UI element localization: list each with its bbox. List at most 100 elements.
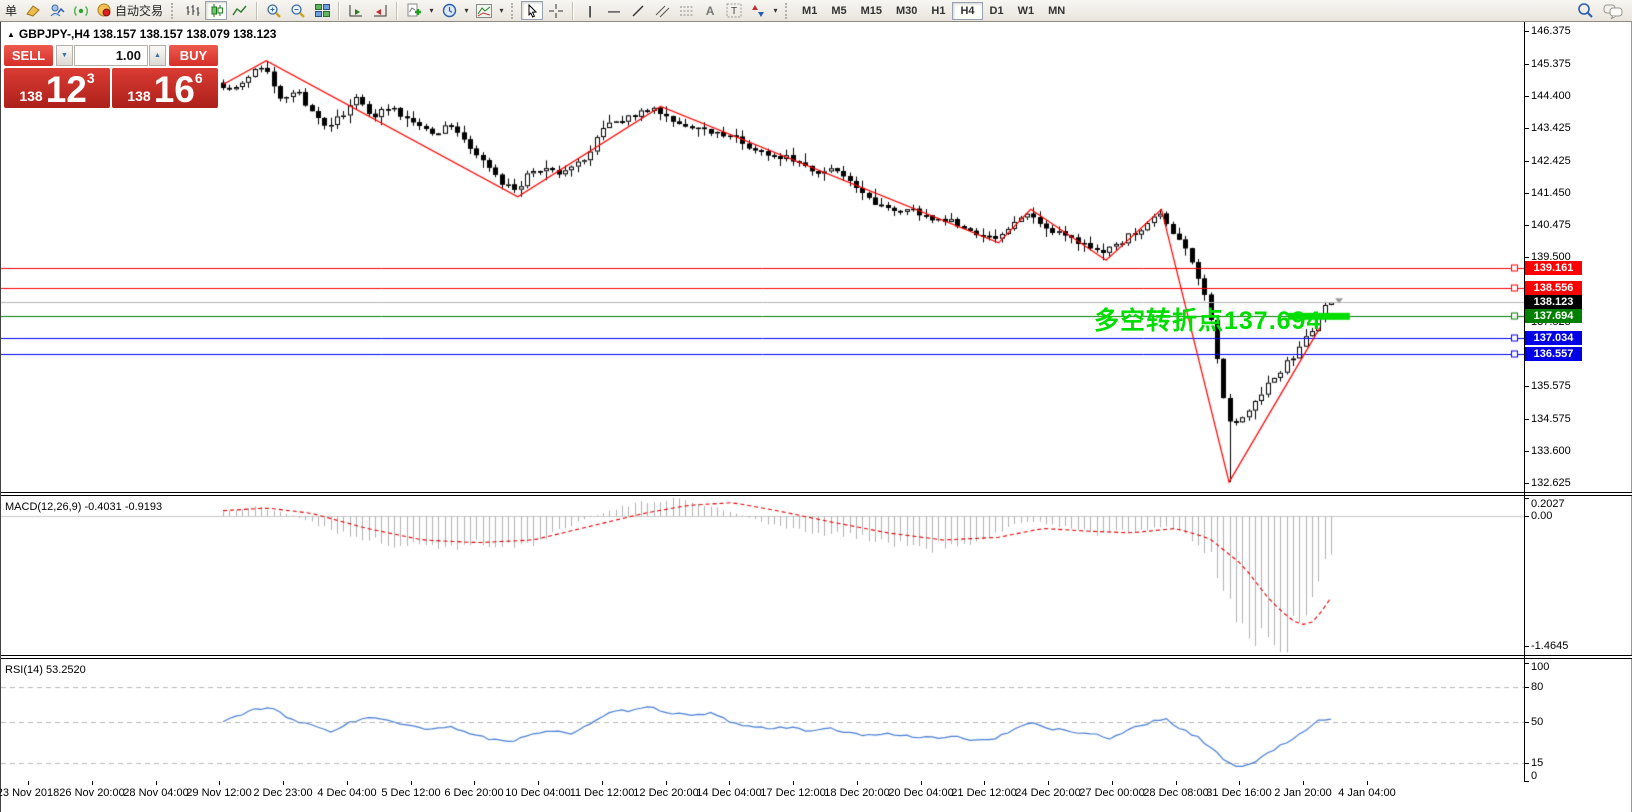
new-order-button[interactable]: 单 — [2, 1, 20, 20]
search-icon[interactable] — [1574, 1, 1596, 20]
timeframe-m15[interactable]: M15 — [860, 4, 882, 17]
toolbar-separator — [572, 1, 575, 20]
periods-dropdown-icon[interactable]: ▾ — [464, 6, 469, 15]
time-axis-label: 23 Nov 2018 — [0, 787, 60, 799]
sell-price-sup: 3 — [86, 70, 95, 86]
equidistant-channel-tool-icon[interactable] — [651, 1, 673, 20]
sell-price-display[interactable]: 138 12 3 — [4, 68, 110, 108]
time-tick — [347, 781, 348, 785]
timeframe-w1[interactable]: W1 — [1017, 4, 1035, 17]
timeframe-d1[interactable]: D1 — [989, 4, 1004, 17]
buy-price-sup: 6 — [194, 70, 203, 86]
time-tick — [921, 781, 922, 785]
time-axis-label: 11 Dec 12:00 — [569, 787, 635, 799]
turning-point-annotation[interactable]: 多空转折点137.694 — [1094, 307, 1322, 336]
bar-chart-icon[interactable] — [181, 1, 203, 20]
collapse-icon[interactable]: ▲ — [7, 29, 15, 39]
text-label-tool-icon[interactable]: T — [723, 1, 745, 20]
chart-shift-icon[interactable] — [369, 1, 391, 20]
arrows-tool-icon[interactable] — [747, 1, 769, 20]
trade-history-icon[interactable] — [46, 1, 68, 20]
spinner-up-icon: ▲ — [154, 52, 161, 59]
price-tick-label: 139.500 — [1531, 251, 1571, 263]
templates-icon[interactable] — [473, 1, 495, 20]
price-tick — [1524, 64, 1529, 65]
trendline-tool-icon[interactable] — [627, 1, 649, 20]
indicators-icon[interactable] — [403, 1, 425, 20]
candlestick-chart-icon[interactable] — [205, 1, 228, 20]
rsi-tick — [1524, 722, 1529, 723]
time-tick — [729, 781, 730, 785]
periods-clock-icon[interactable] — [438, 1, 460, 20]
autotrading-button[interactable]: 自动交易 — [94, 1, 166, 20]
rsi-panel-canvas[interactable] — [1, 659, 1524, 781]
price-tick-label: 146.375 — [1531, 25, 1571, 37]
price-tick — [1524, 161, 1529, 162]
cursor-icon[interactable] — [521, 1, 544, 20]
sell-button[interactable]: SELL — [4, 45, 53, 66]
price-tick — [1524, 225, 1529, 226]
volume-input[interactable]: 1.00 — [74, 45, 148, 66]
macd-label: MACD(12,26,9) -0.4031 -0.9193 — [5, 501, 163, 513]
time-tick — [283, 781, 284, 785]
text-tool-icon[interactable]: A — [705, 3, 715, 18]
buy-button[interactable]: BUY — [169, 45, 218, 66]
rsi-tick-label: 80 — [1531, 681, 1544, 693]
sell-button-label: SELL — [11, 48, 46, 63]
horizontal-line-tool-icon[interactable]: ― — [608, 3, 621, 18]
svg-text:T: T — [731, 6, 737, 17]
level-price-badge: 137.034 — [1525, 331, 1582, 345]
arrows-dropdown-icon[interactable]: ▾ — [773, 6, 778, 15]
level-price-badge: 136.557 — [1525, 347, 1582, 361]
tile-windows-icon[interactable] — [311, 1, 333, 20]
timeframe-h4[interactable]: H4 — [952, 1, 983, 20]
price-tick — [1524, 386, 1529, 387]
timeframe-m1[interactable]: M1 — [802, 4, 818, 17]
toolbar-drag-handle[interactable] — [171, 2, 176, 19]
time-tick — [602, 781, 603, 785]
time-axis-label: 26 Nov 20:00 — [59, 787, 125, 799]
marker-icon[interactable] — [22, 1, 44, 20]
chat-icon[interactable] — [1602, 1, 1624, 20]
fibonacci-tool-icon[interactable] — [675, 1, 697, 20]
price-tick-label: 143.425 — [1531, 122, 1571, 134]
buy-price-display[interactable]: 138 16 6 — [112, 68, 218, 108]
zoom-out-icon[interactable] — [287, 1, 309, 20]
timeframe-h1[interactable]: H1 — [931, 4, 946, 17]
indicators-dropdown-icon[interactable]: ▾ — [429, 6, 434, 15]
time-axis-label: 2 Dec 23:00 — [253, 787, 313, 799]
time-axis-label: 24 Dec 20:00 — [1015, 787, 1081, 799]
timeframe-mn[interactable]: MN — [1048, 4, 1066, 17]
price-tick-label: 141.450 — [1531, 187, 1571, 199]
timeframe-m5[interactable]: M5 — [831, 4, 847, 17]
signals-icon[interactable] — [70, 1, 92, 20]
chart-title-text: GBPJPY-,H4 138.157 138.157 138.079 138.1… — [18, 27, 277, 41]
price-tick — [1524, 128, 1529, 129]
time-tick — [156, 781, 157, 785]
vertical-line-tool-icon[interactable]: | — [588, 3, 592, 18]
templates-dropdown-icon[interactable]: ▾ — [499, 6, 504, 15]
toolbar-drag-handle[interactable] — [511, 2, 516, 19]
main-chart-canvas[interactable] — [1, 22, 1524, 492]
panel-separator[interactable] — [1, 492, 1632, 496]
time-axis-label: 4 Dec 04:00 — [317, 787, 377, 799]
crosshair-icon[interactable] — [545, 1, 567, 20]
auto-scroll-icon[interactable] — [345, 1, 367, 20]
price-tick — [1524, 451, 1529, 452]
zoom-in-icon[interactable] — [263, 1, 285, 20]
panel-separator[interactable] — [1, 655, 1632, 659]
macd-tick — [1524, 646, 1529, 647]
line-chart-icon[interactable] — [229, 1, 251, 20]
rsi-tick — [1524, 781, 1529, 782]
time-axis-label: 10 Dec 04:00 — [505, 787, 571, 799]
volume-increase-button[interactable]: ▲ — [149, 45, 166, 66]
toolbar-drag-handle[interactable] — [785, 2, 790, 19]
timeframe-m30[interactable]: M30 — [896, 4, 918, 17]
macd-panel-canvas[interactable] — [1, 496, 1524, 655]
time-axis-label: 12 Dec 20:00 — [633, 787, 699, 799]
price-tick-label: 135.575 — [1531, 380, 1571, 392]
time-tick — [1112, 781, 1113, 785]
volume-decrease-button[interactable]: ▼ — [56, 45, 73, 66]
rsi-tick — [1524, 763, 1529, 764]
chart-window: ▲ GBPJPY-,H4 138.157 138.157 138.079 138… — [0, 22, 1632, 812]
